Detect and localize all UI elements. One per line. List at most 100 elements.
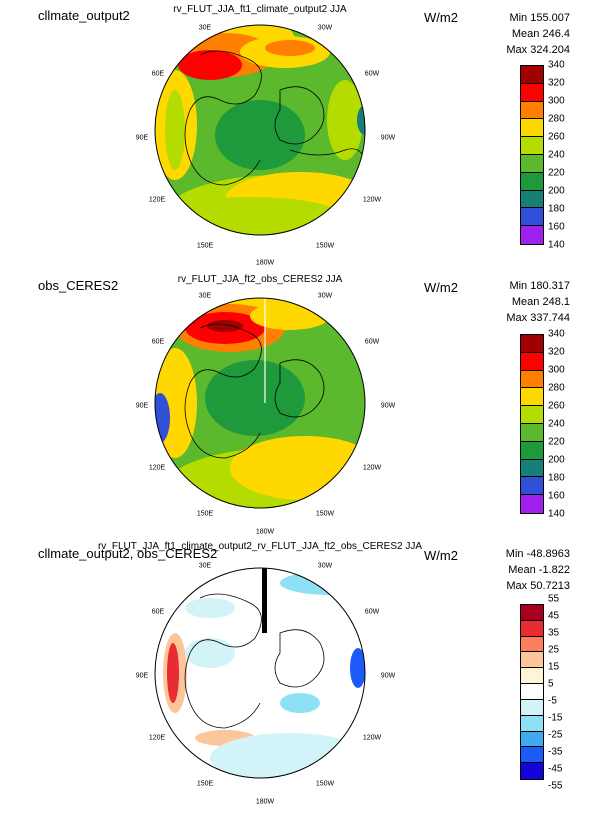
colorbar-tick-label: 320: [548, 346, 565, 358]
lon-label: 120W: [362, 464, 382, 472]
colorbar-swatch: [521, 83, 543, 102]
colorbar-tick-label: -15: [548, 712, 563, 724]
lon-label: 120E: [148, 196, 166, 204]
case-label: cllmate_output2: [38, 8, 130, 23]
colorbar-tick-label: -25: [548, 729, 563, 741]
lon-label: 90W: [380, 402, 396, 410]
stats-box: Min 180.317 Mean 248.1 Max 337.744: [460, 278, 570, 326]
colorbar-swatch: [521, 388, 543, 407]
colorbar-swatch: [521, 101, 543, 120]
colorbar-swatch: [521, 715, 543, 732]
colorbar-swatch: [521, 119, 543, 138]
colorbar-tick-label: -35: [548, 746, 563, 758]
lon-label: 150E: [196, 780, 214, 788]
colorbar-swatch: [521, 370, 543, 389]
polar-map: [154, 567, 366, 779]
colorbar-swatch: [521, 66, 543, 84]
colorbar-swatch: [521, 605, 543, 621]
colorbar-swatch: [521, 441, 543, 460]
colorbar-tick-label: 260: [548, 131, 565, 143]
colorbar-tick-label: 160: [548, 490, 565, 502]
lon-label: 150W: [315, 242, 335, 250]
colorbar-tick-label: -5: [548, 695, 557, 707]
colorbar-tick-label: 55: [548, 593, 560, 605]
colorbar-tick-label: 280: [548, 382, 565, 394]
colorbar-tick-label: 35: [548, 627, 560, 639]
lon-label: 30W: [317, 24, 333, 32]
panel-difference: cllmate_output2, obs_CERES2 rv_FLUT_JJA_…: [0, 538, 606, 814]
colorbar-tick-label: 320: [548, 77, 565, 89]
colorbar-tick-label: 15: [548, 661, 560, 673]
colorbar-tick-label: 220: [548, 167, 565, 179]
lon-label: 180W: [255, 798, 275, 806]
colorbar-swatch: [521, 763, 543, 779]
colorbar-tick-label: 200: [548, 185, 565, 197]
lon-label: 90E: [135, 672, 149, 680]
colorbar-swatch: [521, 477, 543, 496]
lon-label: 150E: [196, 242, 214, 250]
colorbar-swatch: [521, 335, 543, 353]
colorbar-tick-label: 300: [548, 95, 565, 107]
lon-label: 90W: [380, 134, 396, 142]
colorbar-tick-label: 5: [548, 678, 554, 690]
panel-model: cllmate_output2 rv_FLUT_JJA_ft1_climate_…: [0, 0, 606, 270]
colorbar-tick-label: 280: [548, 113, 565, 125]
plot-title: rv_FLUT_JJA_ft1_climate_output2_rv_FLUT_…: [97, 541, 423, 552]
units-label: W/m2: [424, 280, 458, 295]
colorbar-tick-label: 340: [548, 328, 565, 340]
colorbar-tick-label: 160: [548, 221, 565, 233]
colorbar-swatch: [521, 636, 543, 653]
colorbar-swatch: [521, 747, 543, 764]
colorbar-swatch: [521, 699, 543, 716]
stat-mean: Mean 248.1: [511, 296, 570, 308]
lon-label: 120W: [362, 196, 382, 204]
colorbar: [520, 604, 544, 780]
colorbar: [520, 334, 544, 514]
units-label: W/m2: [424, 10, 458, 25]
lon-label: 60E: [151, 608, 165, 616]
lon-label: 60W: [364, 608, 380, 616]
colorbar-tick-label: 180: [548, 203, 565, 215]
lon-label: 120E: [148, 464, 166, 472]
colorbar-swatch: [521, 620, 543, 637]
lon-label: 180W: [255, 259, 275, 267]
colorbar-tick-label: 140: [548, 239, 565, 251]
stat-min: Min -48.8963: [505, 548, 570, 560]
colorbar: [520, 65, 544, 245]
colorbar-tick-label: 240: [548, 418, 565, 430]
plot-title: rv_FLUT_JJA_ft2_obs_CERES2 JJA: [177, 274, 343, 285]
colorbar-tick-label: 200: [548, 454, 565, 466]
plot-title: rv_FLUT_JJA_ft1_climate_output2 JJA: [173, 4, 347, 15]
lon-label: 150E: [196, 510, 214, 518]
colorbar-swatch: [521, 172, 543, 191]
lon-label: 30W: [317, 292, 333, 300]
colorbar-swatch: [521, 495, 543, 513]
colorbar-tick-label: 180: [548, 472, 565, 484]
colorbar-swatch: [521, 154, 543, 173]
lon-label: 120E: [148, 734, 166, 742]
lon-label: 30W: [317, 562, 333, 570]
polar-map: [154, 24, 366, 236]
panel-observations: obs_CERES2 rv_FLUT_JJA_ft2_obs_CERES2 JJ…: [0, 270, 606, 538]
colorbar-tick-label: -55: [548, 780, 563, 792]
stat-max: Max 324.204: [506, 44, 570, 56]
stat-mean: Mean 246.4: [511, 28, 570, 40]
stats-box: Min 155.007 Mean 246.4 Max 324.204: [460, 10, 570, 58]
colorbar-swatch: [521, 668, 543, 685]
polar-map: [154, 297, 366, 509]
lon-label: 30E: [198, 292, 212, 300]
lon-label: 90W: [380, 672, 396, 680]
lon-label: 60W: [364, 338, 380, 346]
colorbar-swatch: [521, 406, 543, 424]
case-label: obs_CERES2: [38, 278, 119, 293]
colorbar-tick-label: -45: [548, 763, 563, 775]
colorbar-tick-label: 240: [548, 149, 565, 161]
lon-label: 60E: [151, 70, 165, 78]
lon-label: 90E: [135, 402, 149, 410]
colorbar-swatch: [521, 137, 543, 155]
colorbar-tick-label: 25: [548, 644, 560, 656]
lon-label: 30E: [198, 24, 212, 32]
colorbar-tick-label: 220: [548, 436, 565, 448]
colorbar-swatch: [521, 352, 543, 371]
colorbar-swatch: [521, 459, 543, 478]
